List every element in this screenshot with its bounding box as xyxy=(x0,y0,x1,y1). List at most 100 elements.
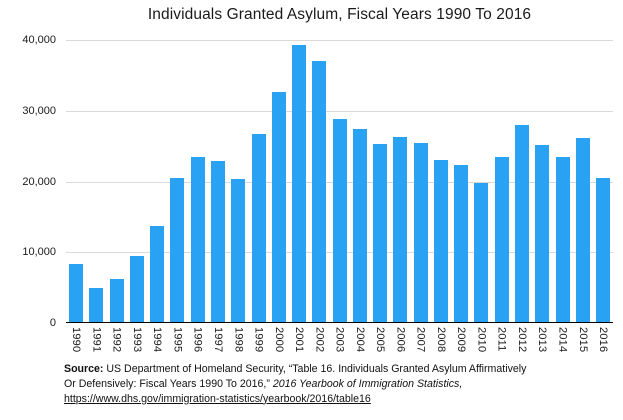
bar-2013 xyxy=(535,145,550,323)
y-axis-tick-label: 20,000 xyxy=(22,176,56,188)
bar-2012 xyxy=(514,124,529,323)
x-slot: 1993 xyxy=(127,327,147,352)
x-axis-tick-label: 2001 xyxy=(293,327,306,353)
x-slot: 1998 xyxy=(228,327,248,352)
source-line2: Or Defensively: Fiscal Years 1990 To 201… xyxy=(64,377,273,390)
bar-2015 xyxy=(575,138,590,323)
y-axis-tick-label: 40,000 xyxy=(22,34,56,46)
bar-slot xyxy=(86,40,106,323)
bar-slot xyxy=(309,40,329,323)
x-slot: 2009 xyxy=(451,327,471,352)
bar-2003 xyxy=(332,119,347,323)
bar-2004 xyxy=(352,129,367,323)
bar-2006 xyxy=(393,136,408,323)
x-slot: 2006 xyxy=(390,327,410,352)
bar-slot xyxy=(248,40,268,323)
bar-2016 xyxy=(596,177,611,323)
x-axis-tick-label: 2010 xyxy=(475,327,488,353)
bar-slot xyxy=(411,40,431,323)
source-line1: US Department of Homeland Security, “Tab… xyxy=(103,363,527,375)
bar-2011 xyxy=(494,156,509,323)
bar-slot xyxy=(188,40,208,323)
chart-title: Individuals Granted Asylum, Fiscal Years… xyxy=(147,6,532,23)
x-slot: 2008 xyxy=(431,327,451,352)
x-axis-tick-label: 2004 xyxy=(353,327,366,353)
x-axis-tick-label: 2002 xyxy=(313,327,326,353)
bar-slot xyxy=(66,40,86,323)
x-slot: 1995 xyxy=(167,327,187,352)
source-link[interactable]: https://www.dhs.gov/immigration-statisti… xyxy=(64,392,371,405)
x-axis: 1990 1991 1992 1993 1994 1995 1996 1997 1998 1999… xyxy=(66,327,613,352)
bar-slot xyxy=(512,40,532,323)
bar-slot xyxy=(208,40,228,323)
bar-slot xyxy=(329,40,349,323)
x-axis-tick-label: 1992 xyxy=(110,327,123,353)
y-axis: 40,000 30,000 20,000 10,000 0 xyxy=(0,34,56,329)
x-axis-tick-label: 2016 xyxy=(597,327,610,353)
bar-2008 xyxy=(433,160,448,323)
x-slot: 2013 xyxy=(532,327,552,352)
bar-slot xyxy=(289,40,309,323)
bar-1996 xyxy=(190,156,205,323)
bar-slot xyxy=(269,40,289,323)
source-citation-italic: 2016 Yearbook of Immigration Statistics, xyxy=(272,377,463,390)
bar-1991 xyxy=(89,287,104,323)
plot-area xyxy=(66,40,613,323)
y-axis-tick-label: 30,000 xyxy=(22,105,56,117)
bar-2014 xyxy=(555,157,570,323)
x-axis-tick-label: 1999 xyxy=(252,327,265,353)
x-axis-tick-label: 1996 xyxy=(191,327,204,353)
x-axis-tick-label: 2014 xyxy=(556,327,569,353)
x-axis-tick-label: 1991 xyxy=(90,327,103,353)
bar-2009 xyxy=(454,165,469,323)
x-axis-tick-label: 1998 xyxy=(232,327,245,353)
x-slot: 1999 xyxy=(248,327,268,352)
bar-1997 xyxy=(210,160,225,323)
bar-2005 xyxy=(373,144,388,323)
x-slot: 2010 xyxy=(471,327,491,352)
x-axis-tick-label: 2012 xyxy=(515,327,528,353)
bar-2000 xyxy=(271,92,286,323)
x-axis-tick-label: 2007 xyxy=(414,327,427,353)
bar-1998 xyxy=(231,178,246,323)
bar-slot xyxy=(228,40,248,323)
x-slot: 2000 xyxy=(269,327,289,352)
bar-slot xyxy=(431,40,451,323)
x-axis-tick-label: 2011 xyxy=(495,327,508,352)
gridline xyxy=(66,111,613,112)
x-slot: 2005 xyxy=(370,327,390,352)
y-axis-tick-label: 10,000 xyxy=(22,246,56,258)
bar-slot xyxy=(350,40,370,323)
bar-1993 xyxy=(129,255,144,323)
x-slot: 2002 xyxy=(309,327,329,352)
x-axis-tick-label: 2006 xyxy=(394,327,407,353)
x-slot: 2004 xyxy=(350,327,370,352)
bar-slot xyxy=(107,40,127,323)
x-slot: 1994 xyxy=(147,327,167,352)
bar-series xyxy=(66,40,613,323)
bar-1990 xyxy=(69,263,84,323)
bar-slot xyxy=(471,40,491,323)
x-axis-tick-label: 1993 xyxy=(130,327,143,353)
bar-slot xyxy=(593,40,613,323)
x-slot: 1990 xyxy=(66,327,86,352)
x-slot: 2015 xyxy=(573,327,593,352)
x-axis-tick-label: 2015 xyxy=(576,327,589,353)
x-slot: 2016 xyxy=(593,327,613,352)
source-label: Source: xyxy=(64,363,104,375)
bar-2002 xyxy=(312,60,327,323)
x-slot: 2014 xyxy=(552,327,572,352)
x-axis-tick-label: 1994 xyxy=(151,327,164,353)
bar-1992 xyxy=(109,279,124,323)
x-slot: 2003 xyxy=(329,327,349,352)
x-slot: 2007 xyxy=(411,327,431,352)
bar-slot xyxy=(370,40,390,323)
bar-1995 xyxy=(170,177,185,323)
x-slot: 2001 xyxy=(289,327,309,352)
bar-slot xyxy=(532,40,552,323)
source-note: Source: US Department of Homeland Securi… xyxy=(64,362,609,406)
bar-slot xyxy=(492,40,512,323)
x-axis-tick-label: 1995 xyxy=(171,327,184,353)
x-axis-line xyxy=(66,322,613,323)
